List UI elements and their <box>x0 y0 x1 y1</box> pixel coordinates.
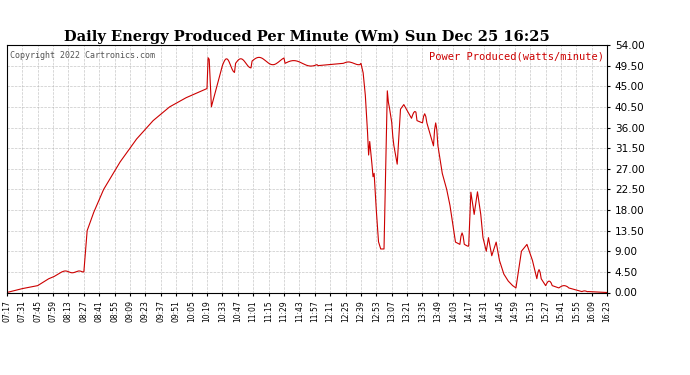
Text: Copyright 2022 Cartronics.com: Copyright 2022 Cartronics.com <box>10 51 155 60</box>
Text: Power Produced(watts/minute): Power Produced(watts/minute) <box>429 51 604 61</box>
Title: Daily Energy Produced Per Minute (Wm) Sun Dec 25 16:25: Daily Energy Produced Per Minute (Wm) Su… <box>64 30 550 44</box>
